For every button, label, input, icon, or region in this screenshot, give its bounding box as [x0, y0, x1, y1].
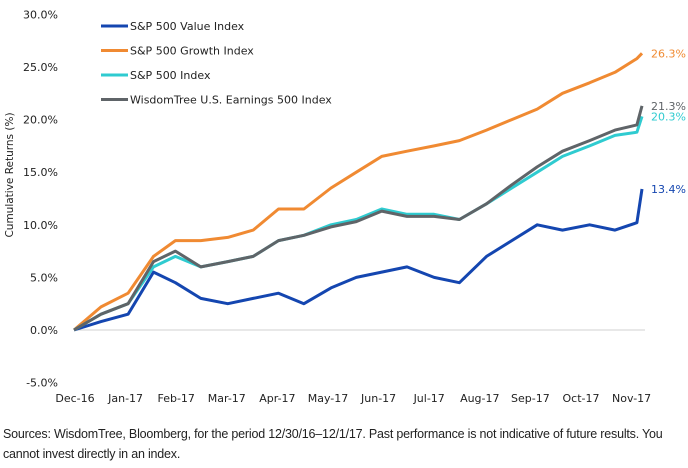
y-tick-label: 0.0%: [30, 324, 58, 337]
end-value-label: 20.3%: [651, 110, 686, 123]
end-labels: 13.4% 26.3% 20.3%21.3%: [651, 47, 686, 196]
legend: S&P 500 Value Index S&P 500 Growth Index S…: [101, 20, 332, 107]
series-line-wisdomtree-u-s-earnings-500-index: [73, 105, 644, 332]
series-line-s-p-500-growth-index: [73, 52, 644, 332]
series-line-s-p-500-value-index: [73, 188, 644, 332]
legend-label: S&P 500 Index: [130, 69, 211, 82]
legend-label: S&P 500 Growth Index: [130, 45, 254, 58]
y-tick-label: -5.0%: [26, 377, 58, 390]
x-tick-label: Aug-17: [460, 392, 499, 405]
x-axis: Dec-16 Jan-17 Feb-17 Mar-17 Apr-17 May-17 Jun-…: [55, 392, 651, 405]
y-tick-label: 20.0%: [23, 114, 58, 127]
y-axis: -5.0% 0.0% 5.0% 10.0% 15.0% 20.0% 25.0% 30.0%: [23, 8, 58, 389]
x-tick-label: Dec-16: [55, 392, 94, 405]
x-tick-label: Feb-17: [157, 392, 194, 405]
legend-label: WisdomTree U.S. Earnings 500 Index: [130, 94, 332, 107]
series-lines: [73, 52, 644, 332]
end-value-label: 26.3%: [651, 47, 686, 60]
y-tick-label: 25.0%: [23, 61, 58, 74]
x-tick-label: Nov-17: [612, 392, 651, 405]
x-tick-label: Sep-17: [511, 392, 550, 405]
x-tick-label: Mar-17: [208, 392, 246, 405]
y-tick-label: 5.0%: [30, 271, 58, 284]
line-chart: -5.0% 0.0% 5.0% 10.0% 15.0% 20.0% 25.0% 30.0% C…: [4, 8, 686, 405]
y-axis-label: Cumulative Returns (%): [4, 112, 16, 237]
source-footnote: Sources: WisdomTree, Bloomberg, for the …: [3, 427, 663, 461]
x-tick-label: May-17: [308, 392, 349, 405]
series-line-s-p-500-index: [73, 115, 644, 332]
x-tick-label: Jun-17: [360, 392, 396, 405]
x-tick-label: Jul-17: [413, 392, 445, 405]
legend-label: S&P 500 Value Index: [130, 20, 245, 33]
x-tick-label: Apr-17: [259, 392, 295, 405]
y-tick-label: 15.0%: [23, 166, 58, 179]
x-tick-label: Oct-17: [563, 392, 600, 405]
end-value-label: 21.3%: [651, 100, 686, 113]
end-value-label: 13.4%: [651, 183, 686, 196]
x-tick-label: Jan-17: [107, 392, 143, 405]
y-tick-label: 10.0%: [23, 219, 58, 232]
y-tick-label: 30.0%: [23, 8, 58, 21]
